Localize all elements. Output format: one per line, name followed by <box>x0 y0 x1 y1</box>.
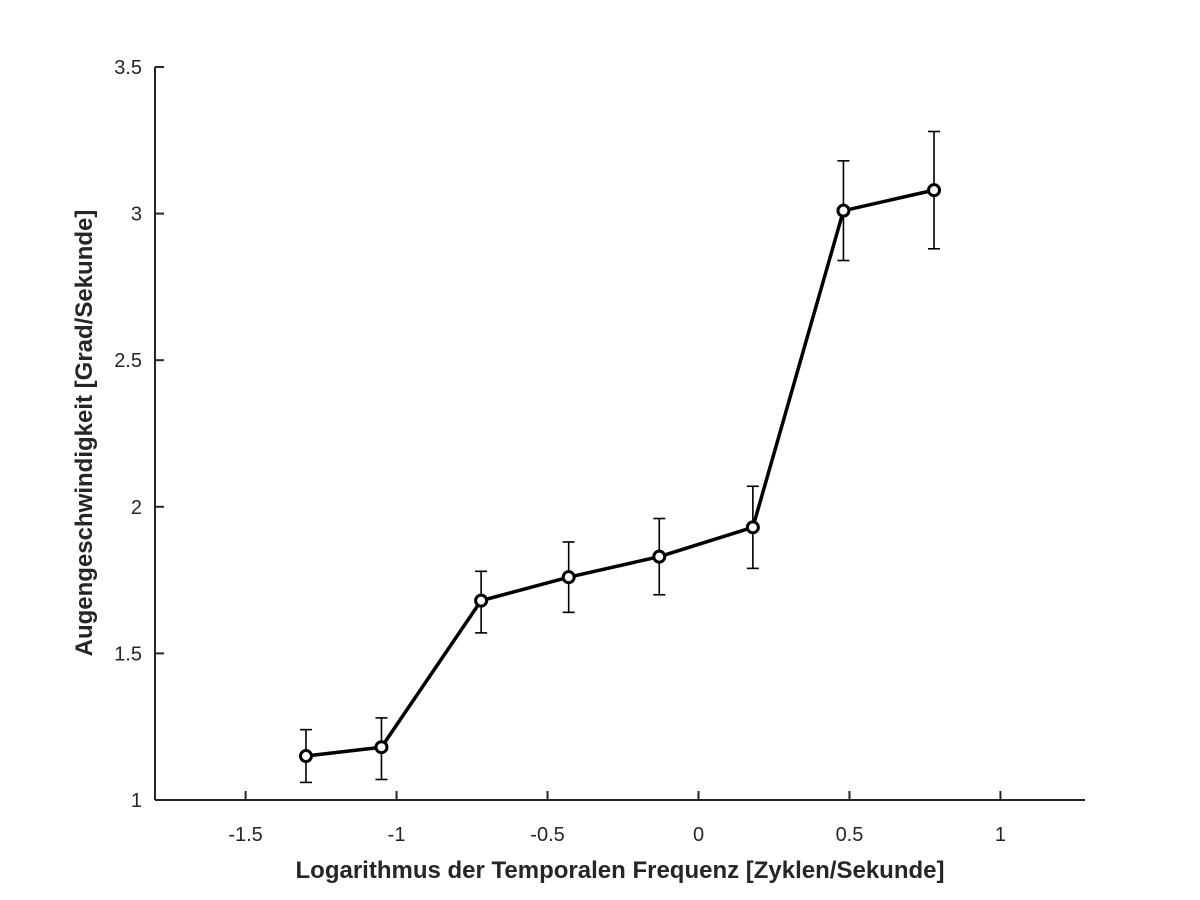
y-tick-label: 1.5 <box>114 643 142 665</box>
y-tick-label: 2.5 <box>114 350 142 372</box>
x-tick-label: -1 <box>388 824 406 846</box>
data-line <box>305 188 935 758</box>
x-tick-label: -1.5 <box>228 824 262 846</box>
x-tick-label: 1 <box>995 824 1006 846</box>
y-tick-label: 3.5 <box>114 57 142 79</box>
y-axis-label: Augengeschwindigkeit [Grad/Sekunde] <box>71 210 98 657</box>
x-tick-label: 0 <box>693 824 704 846</box>
y-tick-label: 3 <box>131 204 142 226</box>
data-point <box>927 183 942 198</box>
x-axis-label: Logarithmus der Temporalen Frequenz [Zyk… <box>296 857 945 884</box>
data-point <box>474 593 489 608</box>
data-markers <box>298 183 942 764</box>
data-point <box>298 749 313 764</box>
error-bars <box>299 130 941 784</box>
y-tick-label: 1 <box>131 790 142 812</box>
data-point <box>836 203 851 218</box>
data-point <box>745 520 760 535</box>
y-tick-label: 2 <box>131 497 142 519</box>
data-point <box>652 549 667 564</box>
axes: -1.5 -1 -0.5 0 0.5 1 1 1.5 2 2.5 3 3.5 <box>114 57 1085 846</box>
x-tick-label: 0.5 <box>836 824 864 846</box>
series-line <box>305 188 935 758</box>
data-point <box>561 570 576 585</box>
x-tick-label: -0.5 <box>530 824 564 846</box>
data-point <box>374 740 389 755</box>
